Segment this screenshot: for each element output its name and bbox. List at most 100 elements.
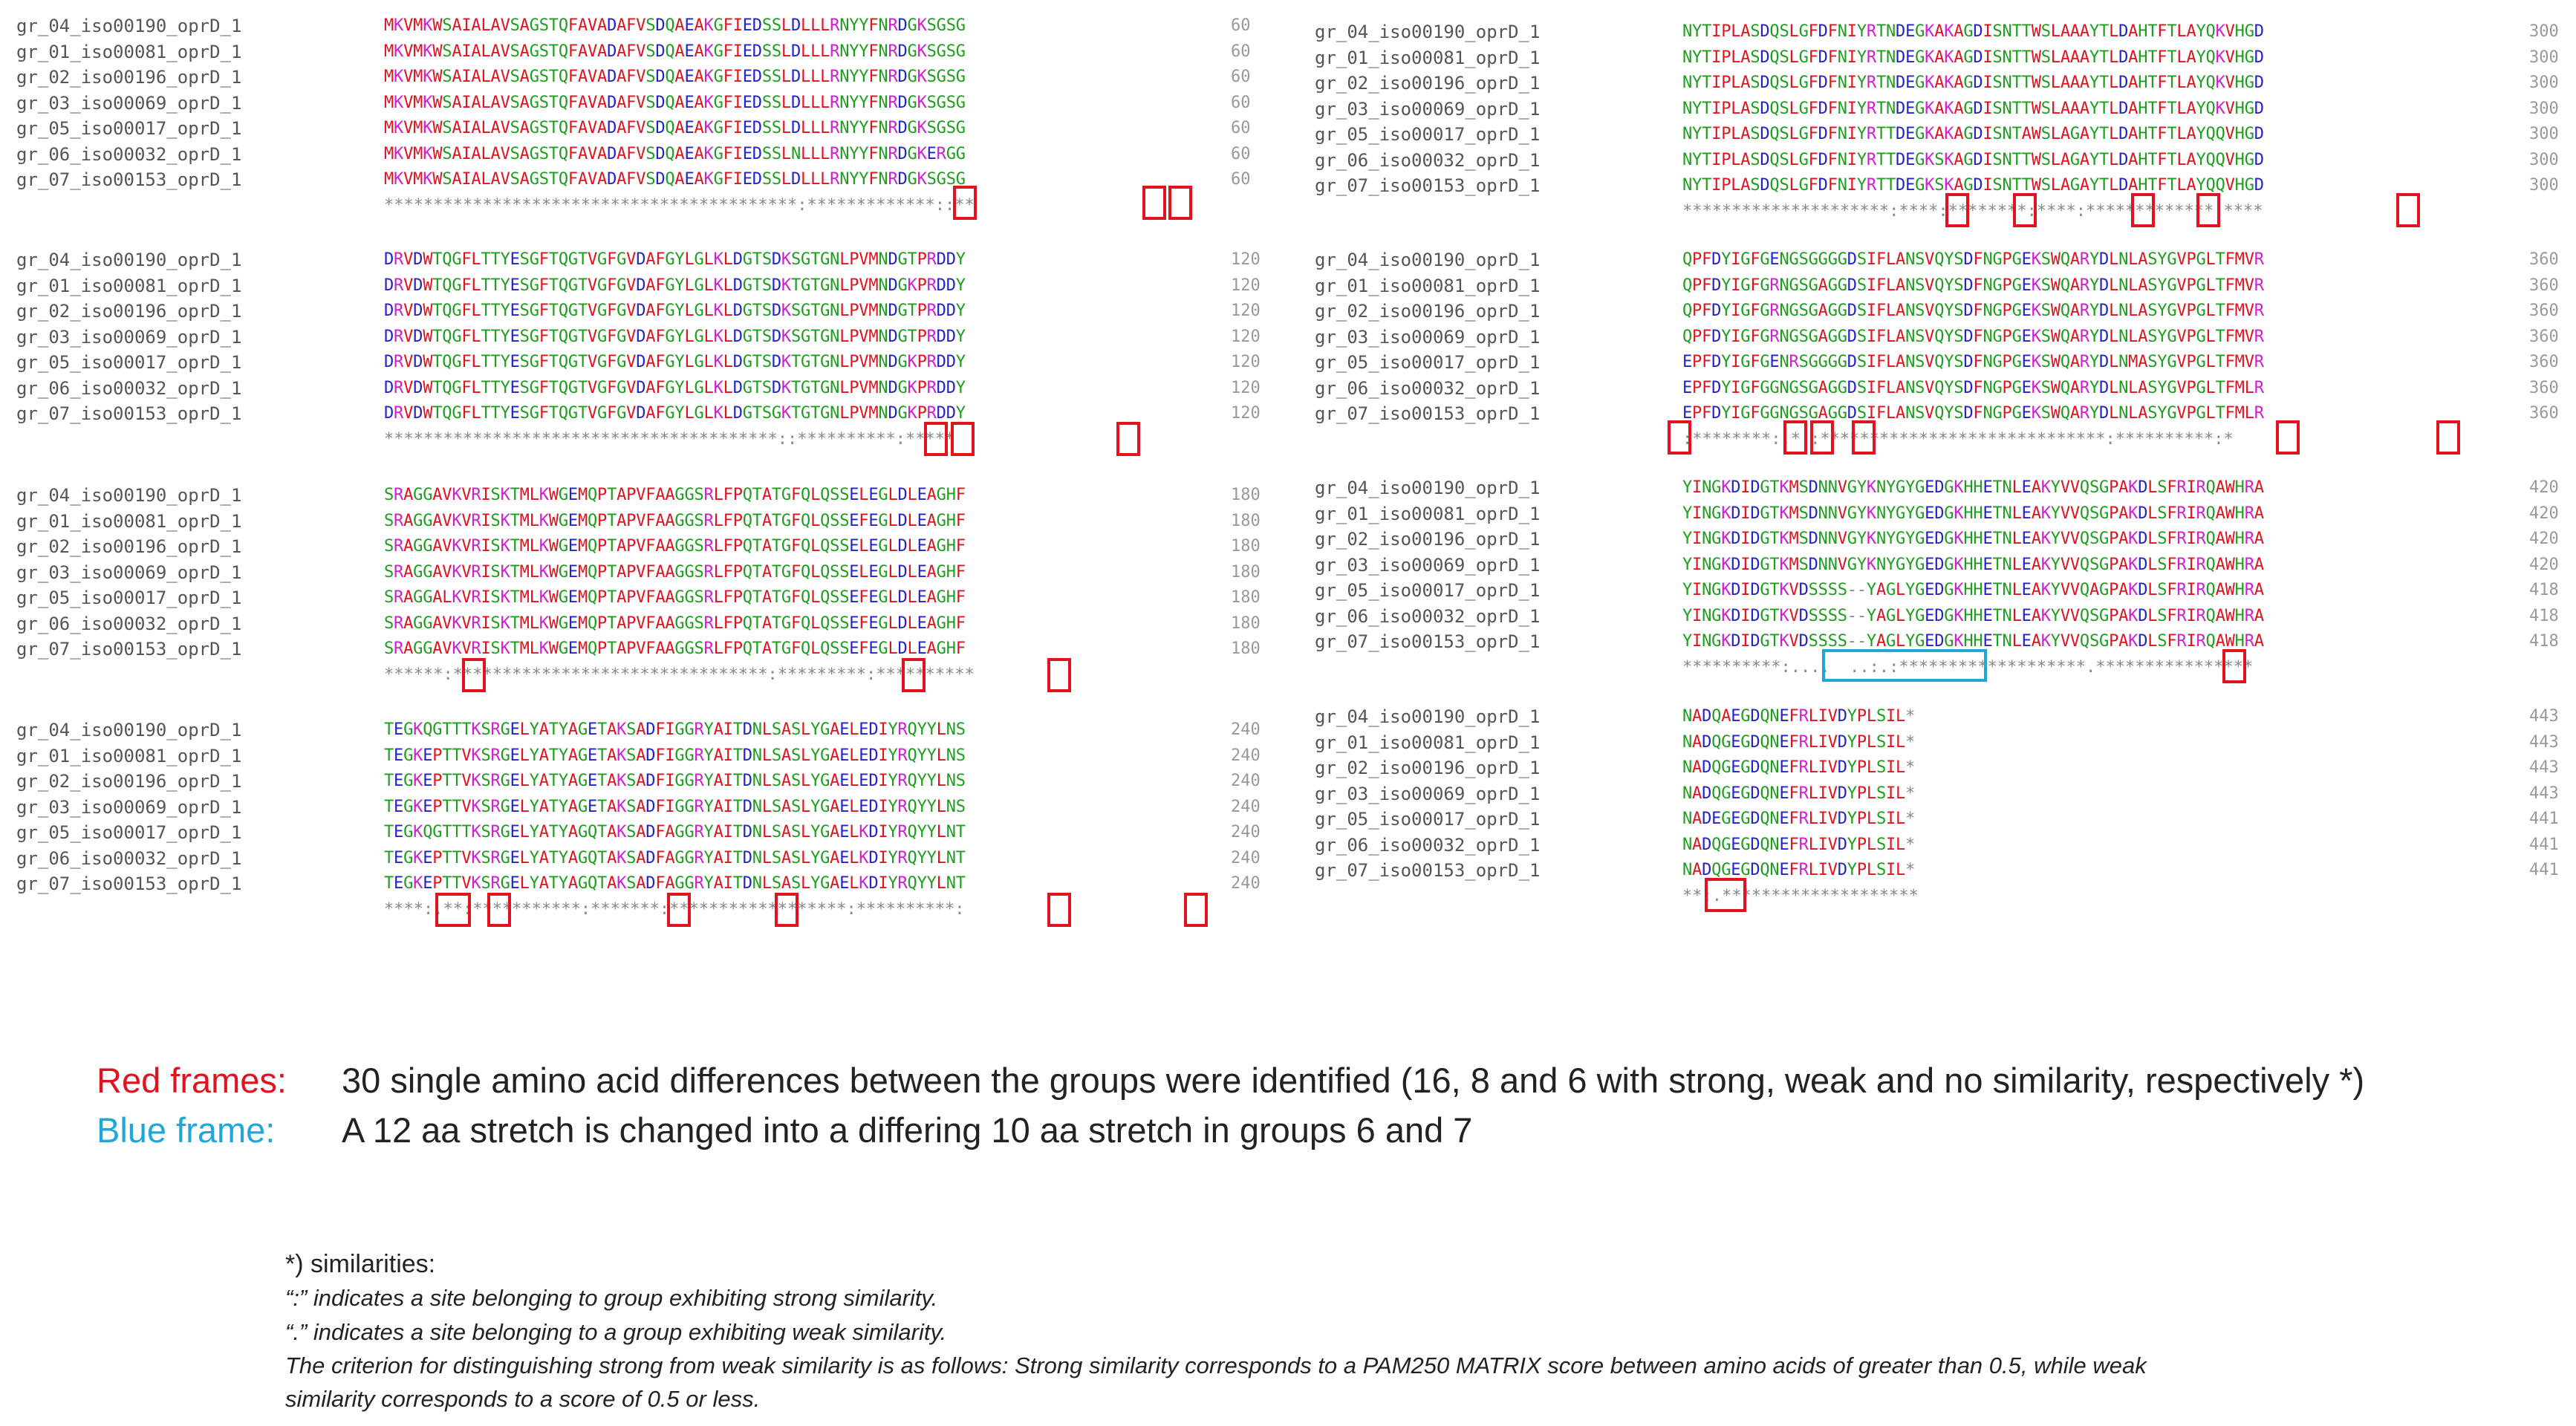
sequence-residues: NADQGEGDQNEFRLIVDYPLSIL*: [1682, 732, 1916, 752]
red-frame: [2131, 193, 2155, 227]
sequence-position: 443: [2529, 758, 2559, 777]
alignment-row: gr_06_iso00032_oprD_1 SRAGGAVKVRISKTMLKWG…: [16, 611, 1272, 637]
sequence-name: gr_01_iso00081_oprD_1: [16, 275, 242, 296]
alignment-row: gr_03_iso00069_oprD_1 NYTIPLASDQSLGFDFNIY…: [1315, 97, 2570, 123]
sequence-position: 60: [1231, 93, 1251, 112]
sequence-name: gr_02_iso00196_oprD_1: [16, 67, 242, 88]
sequence-residues: QPFDYIGFGENGSGGGGDSIFLANSVQYSDFNGPGEKSWQ…: [1682, 250, 2264, 269]
sequence-name: gr_06_iso00032_oprD_1: [16, 613, 242, 634]
sequence-position: 180: [1231, 639, 1261, 658]
alignment-row: gr_01_iso00081_oprD_1 YINGKDIDGTKMSDNNVGY…: [1315, 501, 2570, 527]
alignment-row: gr_05_iso00017_oprD_1 NYTIPLASDQSLGFDFNIY…: [1315, 122, 2570, 148]
sequence-name: gr_02_iso00196_oprD_1: [1315, 529, 1541, 550]
alignment-row: gr_07_iso00153_oprD_1 MKVMKWSAIALAVSAGSTQ…: [16, 167, 1272, 193]
sequence-residues: NADQGEGDQNEFRLIVDYPLSIL*: [1682, 861, 1916, 879]
red-frame: [1184, 893, 1208, 927]
red-frame: [1810, 420, 1834, 455]
sequence-name: gr_01_iso00081_oprD_1: [1315, 503, 1541, 524]
sequence-name: gr_04_iso00190_oprD_1: [1315, 22, 1541, 42]
alignment-block: gr_04_iso00190_oprD_1 DRVDWTQGFLTTYESGFTQ…: [16, 247, 1272, 463]
alignment-row: gr_04_iso00190_oprD_1 MKVMKWSAIALAVSAGSTQ…: [16, 13, 1272, 39]
sequence-name: gr_06_iso00032_oprD_1: [1315, 149, 1541, 171]
sequence-name: gr_04_iso00190_oprD_1: [16, 720, 242, 740]
sequence-name: gr_02_iso00196_oprD_1: [1315, 73, 1541, 94]
sequence-name: gr_04_iso00190_oprD_1: [16, 16, 242, 36]
sequence-name: gr_01_iso00081_oprD_1: [1315, 732, 1541, 753]
sequence-residues: NYTIPLASDQSLGFDFNIYRTNDEGKAKAGDISNTTWSLA…: [1682, 74, 2264, 92]
alignment-row: gr_02_iso00196_oprD_1 MKVMKWSAIALAVSAGSTQ…: [16, 65, 1272, 91]
red-frame: [1168, 186, 1192, 220]
sequence-residues: TEGKQGTTTKSRGELYATYAGETAKSADFIGGRYAITDNL…: [384, 720, 966, 739]
sequence-residues: TEGKQGTTTKSRGELYATYAGQTAKSADFAGGRYAITDNL…: [384, 823, 966, 841]
alignment-row: gr_05_iso00017_oprD_1 NADEGEGDQNEFRLIVDYP…: [1315, 807, 2570, 833]
red-frame: [2013, 193, 2037, 227]
alignment-row: gr_02_iso00196_oprD_1 NADQGEGDQNEFRLIVDYP…: [1315, 755, 2570, 781]
sequence-position: 443: [2529, 784, 2559, 803]
alignment-row: gr_05_iso00017_oprD_1 DRVDWTQGFLTTYESGFTQ…: [16, 350, 1272, 376]
sequence-name: gr_04_iso00190_oprD_1: [1315, 706, 1541, 727]
sequence-position: 180: [1231, 486, 1261, 504]
sequence-residues: QPFDYIGFGRNGSGAGGDSIFLANSVQYSDFNGPGEKSWQ…: [1682, 327, 2264, 346]
sequence-position: 360: [2529, 404, 2559, 423]
alignment-row: gr_04_iso00190_oprD_1 NADQAEGDQNEFRLIVDYP…: [1315, 704, 2570, 730]
sequence-residues: NYTIPLASDQSLGFDFNIYRTNDEGKAKAGDISNTTWSLA…: [1682, 48, 2264, 67]
red-frame: [462, 658, 486, 692]
sequence-name: gr_02_iso00196_oprD_1: [1315, 758, 1541, 778]
red-frame: [1047, 893, 1071, 927]
sequence-position: 120: [1231, 276, 1261, 295]
sequence-residues: NYTIPLASDQSLGFDFNIYRTTDEGKAKAGDISNTAWSLA…: [1682, 125, 2264, 143]
sequence-position: 180: [1231, 537, 1261, 556]
sequence-position: 360: [2529, 302, 2559, 320]
sequence-name: gr_01_iso00081_oprD_1: [16, 745, 242, 766]
sequence-position: 300: [2529, 74, 2559, 92]
alignment-row: gr_05_iso00017_oprD_1 MKVMKWSAIALAVSAGSTQ…: [16, 116, 1272, 142]
red-frame: [1705, 878, 1746, 912]
sequence-position: 60: [1231, 144, 1251, 163]
sequence-residues: NADQGEGDQNEFRLIVDYPLSIL*: [1682, 784, 1916, 803]
sequence-position: 180: [1231, 511, 1261, 530]
sequence-position: 360: [2529, 250, 2559, 269]
red-frame: [2196, 193, 2220, 227]
red-frame: [924, 422, 948, 456]
alignment-row: gr_01_iso00081_oprD_1 NADQGEGDQNEFRLIVDYP…: [1315, 730, 2570, 756]
alignment-row: gr_03_iso00069_oprD_1 DRVDWTQGFLTTYESGFTQ…: [16, 325, 1272, 351]
sequence-position: 441: [2529, 861, 2559, 879]
sequence-position: 418: [2529, 632, 2559, 651]
sequence-position: 240: [1231, 720, 1261, 739]
alignment-row: gr_05_iso00017_oprD_1 SRAGGALKVRISKTMLKWG…: [16, 585, 1272, 611]
sequence-name: gr_07_iso00153_oprD_1: [1315, 860, 1541, 881]
sequence-name: gr_01_iso00081_oprD_1: [1315, 275, 1541, 296]
sequence-name: gr_01_iso00081_oprD_1: [16, 510, 242, 532]
alignment-row: gr_02_iso00196_oprD_1 YINGKDIDGTKMSDNNVGY…: [1315, 527, 2570, 553]
alignment-row: gr_05_iso00017_oprD_1 EPFDYIGFGENRSGGGGDS…: [1315, 350, 2570, 376]
sequence-name: gr_03_iso00069_oprD_1: [1315, 783, 1541, 804]
sequence-residues: YINGKDIDGTKVDSSSS--YAGLYGEDGKHHETNLEAKYV…: [1682, 606, 2264, 625]
sequence-position: 300: [2529, 125, 2559, 143]
consensus-line: **:.********************: [1682, 886, 1919, 905]
sequence-position: 300: [2529, 48, 2559, 67]
alignment-row: gr_07_iso00153_oprD_1 SRAGGAVKVRISKTMLKWG…: [16, 637, 1272, 662]
alignment-block: gr_04_iso00190_oprD_1 NADQAEGDQNEFRLIVDYP…: [1315, 704, 2570, 919]
red-frame: [1116, 422, 1140, 456]
sequence-name: gr_02_iso00196_oprD_1: [16, 301, 242, 322]
sequence-position: 240: [1231, 746, 1261, 765]
alignment-row: gr_06_iso00032_oprD_1 YINGKDIDGTKVDSSSS--…: [1315, 604, 2570, 630]
sequence-position: 443: [2529, 707, 2559, 726]
red-frame: [2222, 649, 2246, 683]
red-frame: [775, 893, 799, 927]
alignment-block: gr_04_iso00190_oprD_1 MKVMKWSAIALAVSAGSTQ…: [16, 13, 1272, 229]
sequence-position: 240: [1231, 874, 1261, 893]
sequence-name: gr_05_iso00017_oprD_1: [16, 822, 242, 843]
sequence-residues: TEGKEPTTVKSRGELYATYAGQTAKSADFAGGRYAITDNL…: [384, 874, 966, 893]
alignment-block: gr_04_iso00190_oprD_1 QPFDYIGFGENGSGGGGDS…: [1315, 247, 2570, 463]
sequence-name: gr_03_iso00069_oprD_1: [1315, 554, 1541, 576]
alignment-row: gr_03_iso00069_oprD_1 YINGKDIDGTKMSDNNVGY…: [1315, 553, 2570, 579]
sequence-position: 360: [2529, 378, 2559, 397]
sequence-name: gr_04_iso00190_oprD_1: [1315, 478, 1541, 498]
sequence-position: 60: [1231, 68, 1251, 86]
sequence-residues: SRAGGAVKVRISKTMLKWGEMQPTAPVFAAGGSRLFPQTA…: [384, 511, 966, 530]
alignment-row: gr_03_iso00069_oprD_1 NADQGEGDQNEFRLIVDYP…: [1315, 781, 2570, 807]
sequence-name: gr_07_iso00153_oprD_1: [16, 639, 242, 660]
sequence-residues: EPFDYIGFGGNGSGAGGDSIFLANSVQYSDFNGPGEKSWQ…: [1682, 378, 2264, 397]
red-frame: [1852, 420, 1876, 455]
